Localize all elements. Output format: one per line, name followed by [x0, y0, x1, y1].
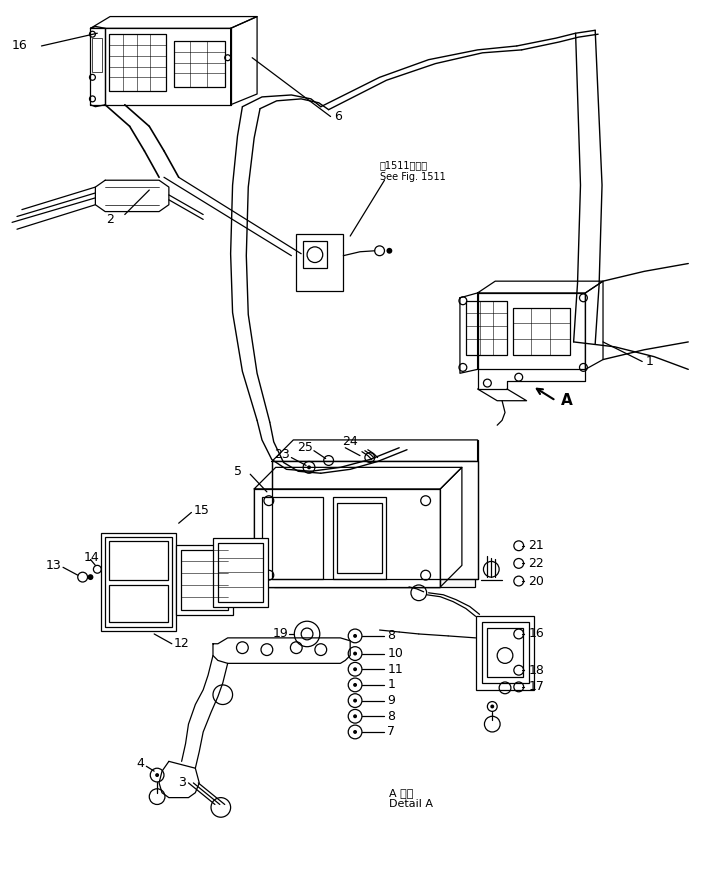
Bar — [176, 545, 233, 616]
Bar — [262, 497, 322, 579]
Text: 18: 18 — [528, 664, 544, 677]
Bar — [482, 623, 528, 683]
Text: 16: 16 — [12, 39, 28, 52]
Text: 8: 8 — [388, 630, 396, 643]
Text: 11: 11 — [388, 663, 404, 676]
Bar — [213, 538, 268, 607]
Text: 20: 20 — [528, 575, 544, 588]
Text: 3: 3 — [177, 776, 185, 789]
Text: See Fig. 1511: See Fig. 1511 — [380, 173, 445, 182]
Bar — [274, 461, 475, 587]
Bar — [218, 542, 263, 602]
Text: 19: 19 — [273, 628, 289, 640]
Text: 6: 6 — [335, 110, 342, 123]
Bar — [93, 38, 102, 72]
Circle shape — [353, 714, 357, 719]
Text: 23: 23 — [274, 448, 289, 461]
Bar — [332, 497, 386, 579]
Text: 17: 17 — [528, 680, 544, 693]
Bar — [109, 34, 166, 91]
Bar — [337, 502, 381, 573]
Bar — [303, 241, 327, 269]
Text: 14: 14 — [83, 551, 99, 564]
Circle shape — [88, 574, 93, 580]
Circle shape — [353, 698, 357, 703]
Bar — [109, 585, 168, 623]
Bar — [262, 497, 322, 579]
Text: Detail A: Detail A — [389, 800, 434, 809]
Bar — [254, 489, 440, 587]
Bar — [337, 502, 381, 573]
Text: 25: 25 — [297, 441, 313, 454]
Bar — [513, 308, 569, 355]
Bar — [466, 301, 507, 355]
Bar — [181, 549, 228, 610]
Bar — [488, 628, 523, 677]
Text: 13: 13 — [45, 559, 61, 572]
Text: 21: 21 — [528, 539, 544, 552]
Circle shape — [353, 634, 357, 638]
Bar — [475, 617, 534, 690]
Text: 15: 15 — [193, 504, 209, 517]
Bar — [105, 537, 172, 627]
Bar — [254, 489, 440, 587]
Bar — [332, 497, 386, 579]
Text: 10: 10 — [388, 647, 404, 660]
Text: 1: 1 — [388, 678, 396, 691]
Bar — [297, 234, 343, 291]
Bar — [272, 461, 477, 579]
Bar — [262, 497, 322, 579]
Text: A: A — [561, 393, 573, 408]
Bar — [332, 497, 386, 579]
Circle shape — [353, 730, 357, 734]
Circle shape — [353, 683, 357, 687]
Circle shape — [155, 773, 159, 777]
Bar — [174, 41, 225, 87]
Bar — [109, 541, 168, 580]
Text: 7: 7 — [388, 726, 396, 739]
Text: 1: 1 — [646, 355, 654, 368]
Text: 12: 12 — [174, 637, 190, 651]
Bar — [101, 533, 176, 631]
Circle shape — [353, 651, 357, 656]
Text: 24: 24 — [342, 435, 358, 448]
Text: 22: 22 — [528, 557, 544, 570]
Bar — [337, 502, 381, 573]
Circle shape — [307, 466, 311, 469]
Text: 4: 4 — [136, 757, 144, 770]
Text: 9: 9 — [388, 694, 396, 707]
Text: A 詳細: A 詳細 — [389, 787, 414, 798]
Text: 2: 2 — [106, 213, 114, 226]
Text: 16: 16 — [528, 628, 544, 640]
Text: 5: 5 — [234, 465, 243, 478]
Circle shape — [490, 705, 494, 708]
Circle shape — [353, 667, 357, 671]
Text: 8: 8 — [388, 710, 396, 723]
Circle shape — [386, 248, 392, 254]
Text: 第1511図参照: 第1511図参照 — [380, 160, 428, 171]
Bar — [254, 489, 440, 587]
